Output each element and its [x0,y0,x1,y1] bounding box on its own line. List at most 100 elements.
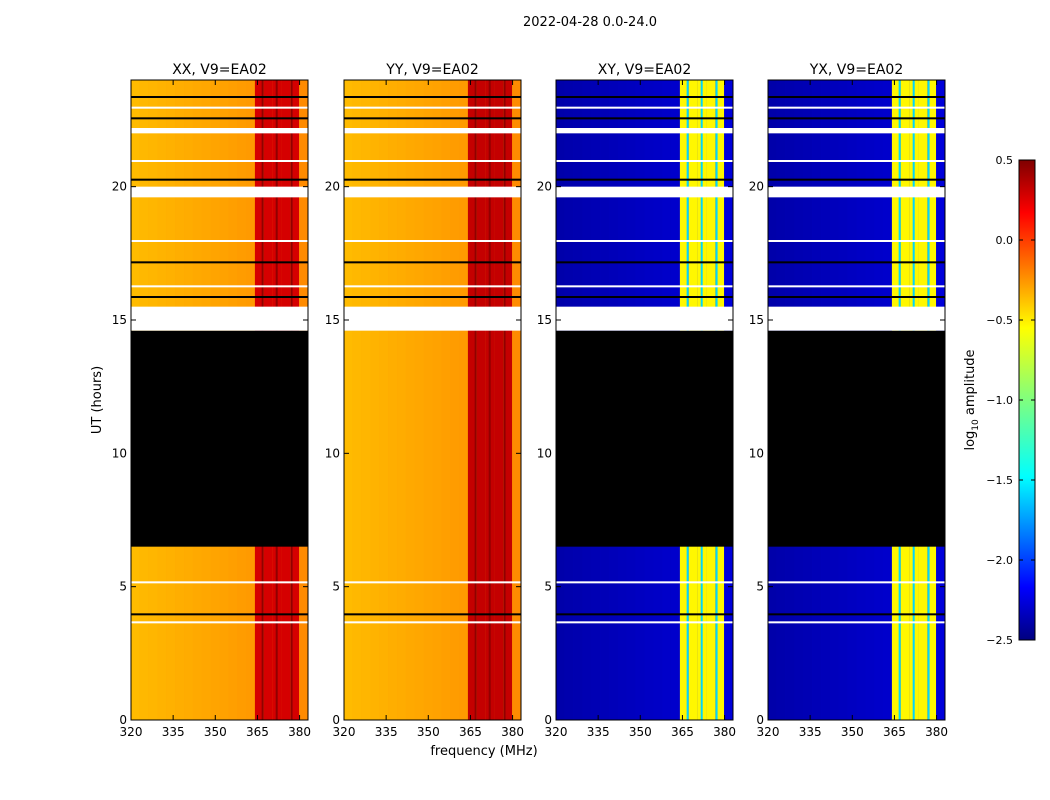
panel-frame [767,79,946,721]
y-tick-label: 5 [544,580,552,594]
panel-2: YY, V9=EA02 320 335 350 365 380 0 5 10 15 20 [325,62,524,739]
flag-line [131,621,308,624]
colorbar-tick-label: 0.0 [996,234,1014,247]
flag-line [768,96,945,98]
heatmap-cell [441,80,451,720]
flag-line [768,613,945,616]
data-gap [344,186,521,198]
flag-line [768,240,945,242]
data-gap [556,128,733,134]
panel-frame [343,79,522,721]
flag-line [131,285,308,288]
flag-line [344,581,521,584]
panel-3: XY, V9=EA02 320 335 350 365 380 0 5 10 15 20 [537,62,736,739]
data-gap [131,306,308,331]
flag-line [344,106,521,109]
colorbar-tick-label: −1.0 [986,394,1013,407]
flag-line [131,581,308,584]
panel-frame [130,79,309,721]
y-tick-label: 10 [112,446,127,460]
heatmap-cell [494,80,504,720]
flag-line [131,178,308,181]
flag-line [556,285,733,288]
flag-line [131,261,308,264]
colorbar-tick-label: 0.5 [996,154,1014,167]
x-tick-label: 350 [204,725,227,739]
heatmap-cell [512,80,521,720]
panel-title: YY, V9=EA02 [385,62,478,78]
data-gap [344,128,521,134]
flag-line [131,613,308,616]
x-tick-label: 320 [333,725,356,739]
x-tick-label: 320 [757,725,780,739]
y-axis-label: UT (hours) [90,366,105,434]
flag-line [344,261,521,264]
colorbar-ticks: 0.5 0.0 −0.5 −1.0 −1.5 −2.0 −2.5 [986,154,1035,647]
heatmap-cell [388,80,398,720]
flag-line [768,261,945,264]
flagged-block [131,330,308,547]
colorbar-tick-label: −1.5 [986,474,1013,487]
y-tick-label: 20 [325,180,340,194]
y-tick-label: 10 [325,446,340,460]
panel-frame [555,79,734,721]
flag-line [556,621,733,624]
flag-line [344,613,521,616]
y-tick-label: 10 [537,446,552,460]
heatmap-cell [344,80,353,720]
x-tick-label: 320 [120,725,143,739]
flag-line [344,285,521,288]
data-gap [556,306,733,331]
flag-line [556,96,733,98]
data-gap [768,186,945,198]
y-tick-label: 15 [537,313,552,327]
flag-line [556,261,733,264]
x-tick-label: 350 [417,725,440,739]
y-tick-label: 0 [332,713,340,727]
heatmap-cell [459,80,468,720]
x-tick-label: 365 [246,725,269,739]
panel-title: XY, V9=EA02 [598,62,692,78]
flag-line [556,117,733,120]
flag-line [768,621,945,624]
flag-line [131,296,308,298]
flag-line [556,106,733,109]
flag-line [768,285,945,288]
heatmap-cell [432,80,442,720]
x-tick-label: 335 [799,725,822,739]
heatmap-cell [450,80,460,720]
flag-line [344,96,521,98]
flag-line [344,160,521,162]
flag-line [131,106,308,109]
flag-line [768,296,945,298]
flag-line [131,160,308,162]
flag-line [768,581,945,584]
flag-line [131,240,308,242]
flag-line [344,296,521,298]
heatmap-cell [379,80,389,720]
data-gap [131,128,308,134]
flag-line [131,117,308,120]
heatmap-cell [503,80,513,720]
band-gap [503,80,506,720]
y-tick-label: 20 [112,180,127,194]
heatmap-cell [352,80,362,720]
flag-line [768,160,945,162]
x-tick-label: 335 [162,725,185,739]
data-gap [768,306,945,331]
x-tick-label: 365 [671,725,694,739]
band-gap [488,80,491,720]
colorbar-tick-label: −2.0 [986,554,1013,567]
x-tick-label: 380 [501,725,524,739]
flag-line [556,613,733,616]
flagged-block [556,330,733,547]
y-tick-label: 20 [749,180,764,194]
x-axis-label: frequency (MHz) [430,744,537,759]
colorbar-label: log10 amplitude [963,349,981,450]
x-tick-label: 335 [375,725,398,739]
panel-title: YX, V9=EA02 [809,62,904,78]
y-tick-label: 20 [537,180,552,194]
x-tick-label: 335 [587,725,610,739]
panel-4: YX, V9=EA02 320 335 350 365 380 0 5 10 15 20 [749,62,948,739]
